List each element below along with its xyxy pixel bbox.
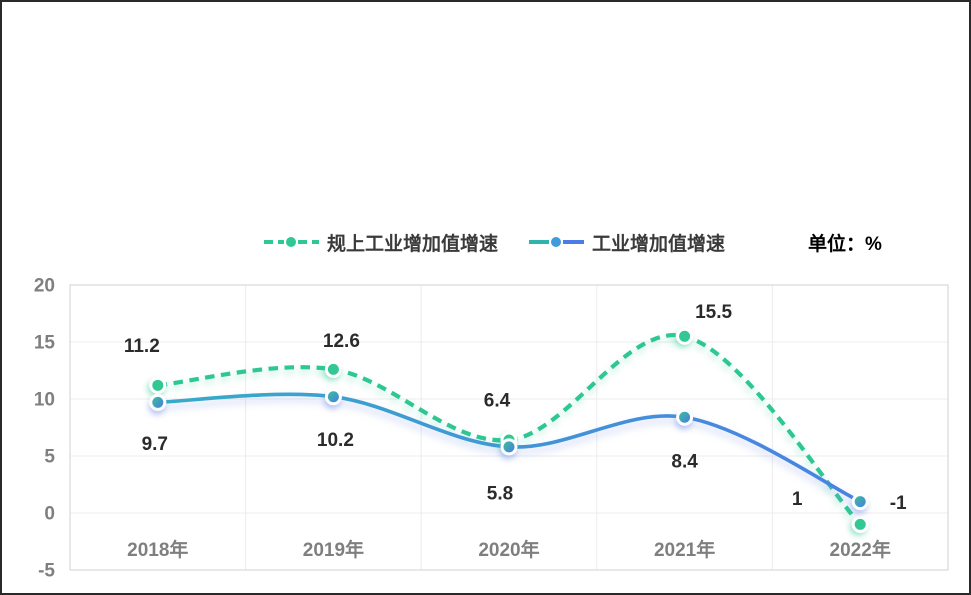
svg-text:10: 10	[34, 390, 55, 411]
series-markers-solid	[149, 388, 869, 511]
svg-text:15: 15	[34, 333, 56, 354]
series-line-dashed	[157, 332, 862, 526]
svg-text:8.4: 8.4	[671, 452, 698, 473]
svg-text:0: 0	[44, 504, 55, 525]
legend-item-dashed-series: 规上工业增加值增速	[263, 229, 498, 255]
svg-text:2021年: 2021年	[654, 538, 715, 561]
svg-text:6.4: 6.4	[484, 391, 511, 412]
svg-text:10.2: 10.2	[317, 430, 354, 451]
svg-text:2019年: 2019年	[303, 538, 364, 561]
svg-text:15.5: 15.5	[695, 302, 732, 323]
svg-text:-1: -1	[890, 493, 907, 514]
grid	[69, 284, 949, 571]
svg-text:9.7: 9.7	[142, 434, 168, 455]
svg-text:5: 5	[44, 447, 55, 468]
unit-label: 单位：%	[808, 233, 882, 255]
svg-text:20: 20	[34, 276, 55, 297]
series-markers-dashed	[149, 327, 869, 533]
svg-text:2018年: 2018年	[127, 538, 188, 561]
svg-text:2022年: 2022年	[830, 538, 891, 561]
svg-text:12.6: 12.6	[323, 331, 360, 352]
svg-text:5.8: 5.8	[487, 483, 513, 504]
solid-line-marker-icon	[529, 237, 584, 247]
y-axis-labels: 20 15 10 5 0 -5	[34, 276, 56, 582]
svg-text:2020年: 2020年	[478, 538, 539, 561]
legend-label-solid-series: 工业增加值增速	[592, 233, 726, 255]
legend-item-solid-series: 工业增加值增速	[528, 229, 725, 255]
legend-label-dashed-series: 规上工业增加值增速	[327, 233, 499, 255]
dashed-line-marker-icon	[264, 237, 319, 247]
svg-text:-5: -5	[38, 561, 55, 582]
svg-text:11.2: 11.2	[124, 336, 160, 357]
x-axis-labels: 2018年 2019年 2020年 2021年 2022年	[127, 538, 891, 561]
svg-text:1: 1	[792, 489, 803, 510]
data-labels: 11.2 12.6 6.4 15.5 -1 9.7 10.2 5.8 8.4 1	[124, 302, 907, 514]
